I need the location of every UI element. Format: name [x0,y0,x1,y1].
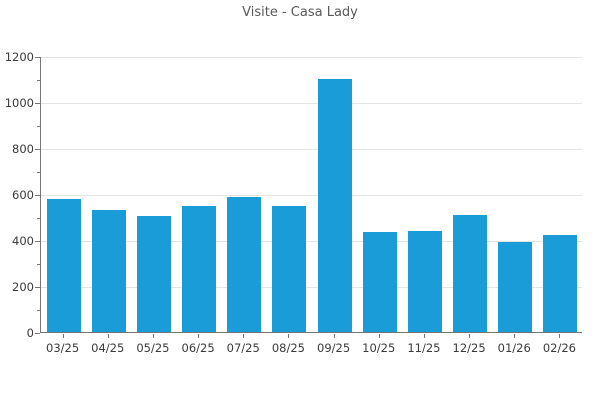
bar-04/25 [91,210,126,332]
y-major-tick [35,333,40,334]
y-major-tick [35,103,40,104]
y-tick-label: 200 [12,280,34,294]
y-minor-tick [37,264,40,265]
gridline-y-1000 [41,103,582,104]
x-tick [62,334,64,338]
y-tick-label: 1200 [4,50,34,64]
x-tick-label: 12/25 [452,341,486,355]
gridline-y-800 [41,149,582,150]
x-tick-label: 02/26 [542,341,576,355]
y-minor-tick [37,80,40,81]
x-tick [378,334,380,338]
y-tick-label: 400 [12,234,34,248]
x-tick [152,334,154,338]
plot-area [40,57,582,333]
gridline-y-1200 [41,57,582,58]
x-tick [333,334,335,338]
x-tick-label: 09/25 [317,341,351,355]
y-tick-label: 1000 [4,96,34,110]
y-major-tick [35,149,40,150]
y-minor-tick [37,310,40,311]
bar-09/25 [317,79,352,332]
y-major-tick [35,241,40,242]
x-tick [514,334,516,338]
gridline-y-400 [41,241,582,242]
x-tick [469,334,471,338]
y-minor-tick [37,218,40,219]
x-tick [243,334,245,338]
x-tick [559,334,561,338]
x-tick-label: 04/25 [91,341,125,355]
bar-07/25 [227,197,262,332]
bar-06/25 [182,205,217,332]
x-tick [423,334,425,338]
bar-11/25 [407,230,442,332]
bar-05/25 [136,215,171,332]
y-tick-label: 0 [26,326,34,340]
y-tick-label: 600 [12,188,34,202]
x-tick-label: 03/25 [46,341,80,355]
y-tick-label: 800 [12,142,34,156]
gridline-y-200 [41,287,582,288]
y-major-tick [35,287,40,288]
x-tick-label: 01/26 [497,341,531,355]
x-tick [107,334,109,338]
x-tick-label: 05/25 [136,341,170,355]
x-tick [288,334,290,338]
x-tick-label: 07/25 [226,341,260,355]
bar-10/25 [362,231,397,332]
y-minor-tick [37,126,40,127]
gridline-y-600 [41,195,582,196]
bar-12/25 [453,214,488,332]
y-minor-tick [37,172,40,173]
bar-08/25 [272,205,307,332]
bar-02/26 [543,235,578,332]
bar-03/25 [46,198,81,332]
x-tick [198,334,200,338]
x-tick-label: 11/25 [407,341,441,355]
y-major-tick [35,57,40,58]
chart-title: Visite - Casa Lady [242,5,358,20]
y-major-tick [35,195,40,196]
x-tick-label: 10/25 [362,341,396,355]
x-tick-label: 08/25 [271,341,305,355]
bar-01/26 [498,242,533,332]
x-tick-label: 06/25 [181,341,215,355]
